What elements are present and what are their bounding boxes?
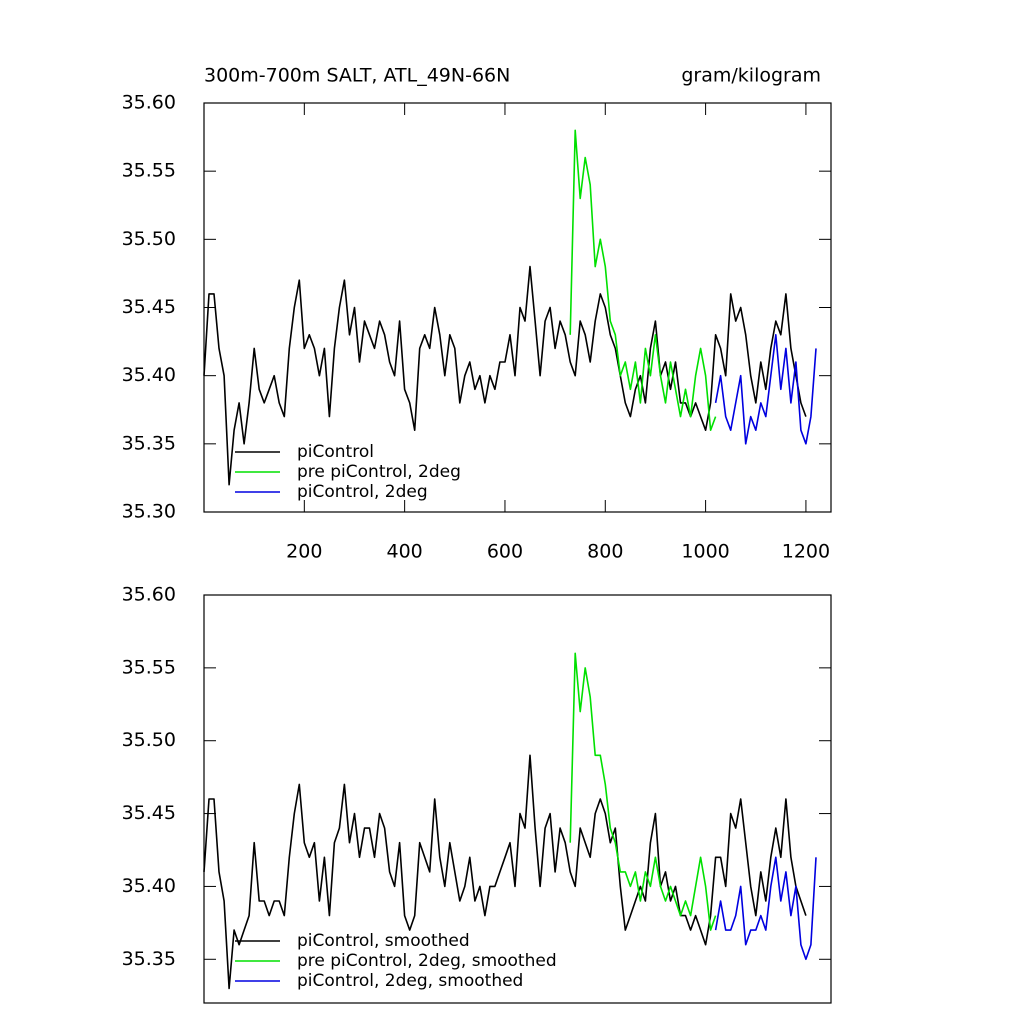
y-tick-label: 35.40 xyxy=(122,364,176,386)
chart-title: 300m-700m SALT, ATL_49N-66N xyxy=(204,65,510,87)
x-tick-label: 800 xyxy=(587,541,623,563)
legend-label: piControl, 2deg, smoothed xyxy=(297,971,523,991)
x-tick-label: 400 xyxy=(387,541,423,563)
x-tick-label: 1200 xyxy=(782,541,830,563)
legend-label: piControl, 2deg xyxy=(297,482,428,502)
y-tick-label: 35.35 xyxy=(122,948,176,970)
x-tick-label: 200 xyxy=(286,541,322,563)
y-tick-label: 35.40 xyxy=(122,875,176,897)
units-label: gram/kilogram xyxy=(681,65,821,87)
series-line xyxy=(569,652,717,931)
y-tick-label: 35.55 xyxy=(122,160,176,182)
legend-label: piControl xyxy=(297,442,374,462)
legend-label: pre piControl, 2deg, smoothed xyxy=(297,951,557,971)
series-line xyxy=(714,334,817,445)
series-line xyxy=(203,754,807,990)
y-tick-label: 35.45 xyxy=(122,296,176,318)
y-tick-label: 35.50 xyxy=(122,228,176,250)
y-tick-label: 35.35 xyxy=(122,432,176,454)
y-tick-label: 35.30 xyxy=(122,501,176,523)
x-tick-label: 600 xyxy=(487,541,523,563)
y-tick-label: 35.60 xyxy=(122,92,176,114)
legend-label: pre piControl, 2deg xyxy=(297,462,461,482)
series-line xyxy=(203,265,807,486)
plot-frame xyxy=(203,594,832,1004)
y-tick-label: 35.60 xyxy=(122,584,176,606)
y-tick-label: 35.45 xyxy=(122,802,176,824)
legend-label: piControl, smoothed xyxy=(297,931,470,951)
y-tick-label: 35.50 xyxy=(122,729,176,751)
series-line xyxy=(569,129,717,431)
x-tick-label: 1000 xyxy=(681,541,729,563)
y-tick-label: 35.55 xyxy=(122,656,176,678)
series-line xyxy=(714,856,817,961)
